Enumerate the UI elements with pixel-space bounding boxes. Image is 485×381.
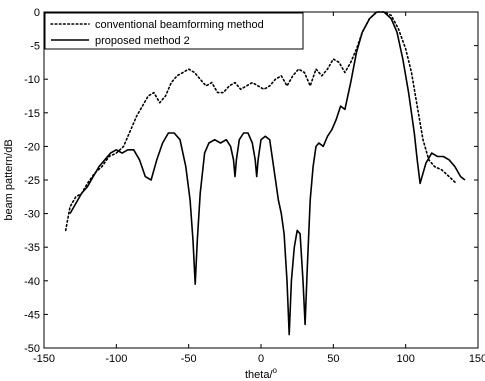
y-tick-label: -5 bbox=[30, 41, 40, 53]
legend: conventional beamforming method proposed … bbox=[44, 12, 304, 50]
y-axis: 0 -5 -10 -15 -20 -25 -30 -35 -40 -45 -50 bbox=[24, 7, 478, 355]
legend-label: conventional beamforming method bbox=[95, 19, 264, 31]
plot-area bbox=[43, 11, 479, 349]
x-tick-label: 50 bbox=[327, 353, 339, 365]
y-tick-label: -45 bbox=[24, 309, 40, 321]
x-tick-label: 150 bbox=[469, 353, 485, 365]
x-tick-label: -50 bbox=[181, 353, 197, 365]
x-tick-label: 0 bbox=[258, 353, 264, 365]
x-tick-label: 100 bbox=[396, 353, 414, 365]
x-axis: -150 -100 -50 0 50 100 150 bbox=[33, 12, 485, 365]
y-tick-label: -50 bbox=[24, 343, 40, 355]
y-tick-label: -35 bbox=[24, 242, 40, 254]
x-axis-label-text: theta/ bbox=[245, 369, 273, 381]
y-tick-label: -30 bbox=[24, 209, 40, 221]
y-tick-label: -40 bbox=[24, 276, 40, 288]
y-tick-label: -20 bbox=[24, 141, 40, 153]
x-tick-label: -150 bbox=[33, 353, 55, 365]
series-group bbox=[64, 11, 466, 336]
x-axis-label: theta/o bbox=[245, 366, 278, 381]
y-tick-label: -25 bbox=[24, 175, 40, 187]
x-tick-label: -100 bbox=[105, 353, 127, 365]
legend-box bbox=[44, 12, 304, 50]
series-line-conventional bbox=[64, 11, 458, 232]
y-tick-label: -15 bbox=[24, 108, 40, 120]
y-tick-label: -10 bbox=[24, 74, 40, 86]
y-axis-label: beam pattern/dB bbox=[3, 139, 15, 220]
legend-label: proposed method 2 bbox=[95, 35, 190, 47]
series-line-proposed bbox=[69, 11, 466, 336]
x-axis-label-superscript: o bbox=[273, 366, 278, 375]
y-tick-label: 0 bbox=[34, 7, 40, 19]
